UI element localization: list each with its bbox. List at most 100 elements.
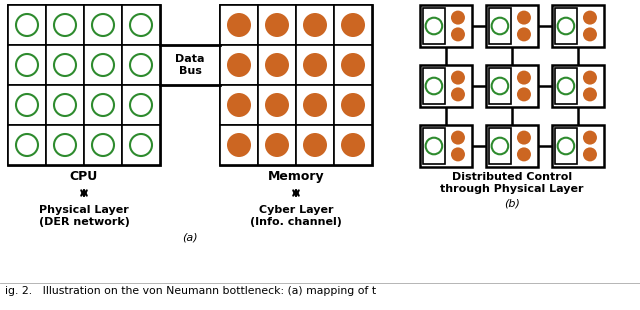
Circle shape (557, 78, 574, 94)
Bar (334, 45, 372, 85)
Text: Distributed Control: Distributed Control (452, 172, 572, 182)
Circle shape (130, 94, 152, 116)
Circle shape (492, 78, 508, 94)
Circle shape (451, 87, 465, 101)
Circle shape (341, 93, 365, 117)
Text: Data
Bus: Data Bus (175, 54, 205, 76)
Bar (296, 5, 334, 45)
Text: Physical Layer: Physical Layer (39, 205, 129, 215)
Bar (220, 125, 258, 165)
Circle shape (227, 93, 251, 117)
Circle shape (341, 133, 365, 157)
Circle shape (16, 54, 38, 76)
Bar (334, 5, 372, 45)
Circle shape (492, 18, 508, 34)
Circle shape (54, 14, 76, 36)
Text: (b): (b) (504, 199, 520, 209)
Text: (Info. channel): (Info. channel) (250, 217, 342, 227)
Circle shape (492, 138, 508, 154)
Circle shape (265, 53, 289, 77)
Circle shape (557, 138, 574, 154)
Circle shape (517, 27, 531, 42)
Circle shape (557, 18, 574, 34)
Circle shape (517, 147, 531, 162)
Circle shape (517, 131, 531, 144)
Circle shape (583, 27, 597, 42)
Bar (552, 65, 604, 107)
Circle shape (16, 14, 38, 36)
Circle shape (583, 11, 597, 24)
Circle shape (341, 53, 365, 77)
Bar (46, 85, 84, 125)
Bar (8, 5, 160, 165)
Circle shape (227, 53, 251, 77)
Circle shape (451, 71, 465, 85)
Bar (420, 65, 472, 107)
Bar (555, 68, 577, 104)
Bar (258, 125, 296, 165)
Bar (84, 45, 122, 85)
Bar (8, 125, 46, 165)
Circle shape (583, 147, 597, 162)
Circle shape (130, 54, 152, 76)
Circle shape (265, 133, 289, 157)
Bar (8, 85, 46, 125)
Bar (486, 125, 538, 167)
Bar (46, 45, 84, 85)
Circle shape (341, 13, 365, 37)
Bar (8, 45, 46, 85)
Bar (46, 125, 84, 165)
Bar (552, 5, 604, 47)
Bar (296, 125, 334, 165)
Bar (296, 85, 334, 125)
Bar (220, 5, 258, 45)
Bar (423, 68, 445, 104)
Bar (420, 125, 472, 167)
Circle shape (583, 131, 597, 144)
Circle shape (16, 94, 38, 116)
Bar (84, 125, 122, 165)
Bar (423, 8, 445, 44)
Circle shape (130, 134, 152, 156)
Circle shape (583, 71, 597, 85)
Circle shape (583, 87, 597, 101)
Circle shape (265, 93, 289, 117)
Circle shape (130, 14, 152, 36)
Bar (489, 8, 511, 44)
Bar (334, 85, 372, 125)
Bar (220, 45, 258, 85)
Circle shape (517, 87, 531, 101)
Bar (220, 85, 258, 125)
Text: (DER network): (DER network) (38, 217, 129, 227)
Bar (334, 125, 372, 165)
Bar (555, 128, 577, 164)
Circle shape (426, 18, 442, 34)
Circle shape (303, 53, 327, 77)
Circle shape (92, 54, 114, 76)
Circle shape (54, 134, 76, 156)
Bar (84, 5, 122, 45)
Bar (486, 5, 538, 47)
Circle shape (303, 13, 327, 37)
Bar (220, 5, 372, 165)
Bar (122, 45, 160, 85)
Bar (552, 125, 604, 167)
Bar (122, 85, 160, 125)
Text: CPU: CPU (70, 170, 98, 183)
Text: (a): (a) (182, 233, 198, 243)
Bar (555, 8, 577, 44)
Circle shape (426, 78, 442, 94)
Bar (296, 45, 334, 85)
Circle shape (265, 13, 289, 37)
Circle shape (92, 14, 114, 36)
Text: ig. 2.   Illustration on the von Neumann bottleneck: (a) mapping of t: ig. 2. Illustration on the von Neumann b… (5, 286, 376, 296)
Bar (46, 5, 84, 45)
Bar (258, 5, 296, 45)
Bar (489, 68, 511, 104)
Circle shape (451, 131, 465, 144)
Bar (258, 85, 296, 125)
Circle shape (517, 71, 531, 85)
Bar (258, 45, 296, 85)
Circle shape (16, 134, 38, 156)
Circle shape (303, 93, 327, 117)
